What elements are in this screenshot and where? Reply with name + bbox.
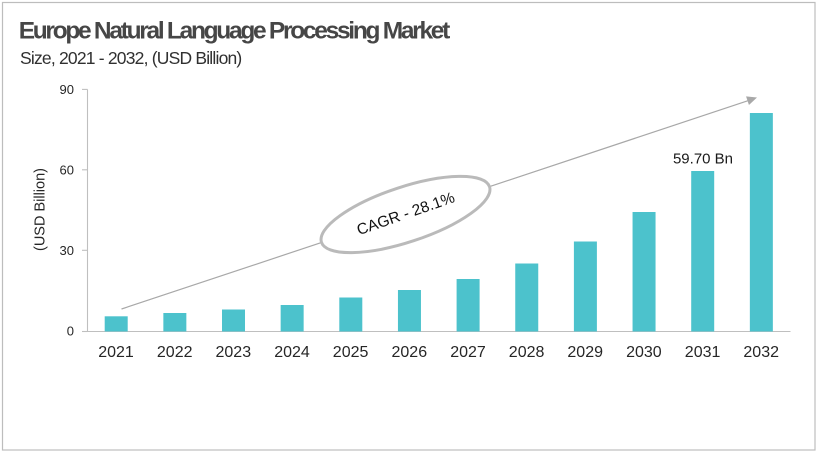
- svg-text:2021: 2021: [98, 344, 134, 361]
- svg-text:2024: 2024: [274, 344, 310, 361]
- svg-text:2027: 2027: [450, 344, 486, 361]
- svg-text:(USD Billion): (USD Billion): [33, 168, 49, 251]
- svg-text:2032: 2032: [743, 344, 779, 361]
- svg-text:2030: 2030: [626, 344, 662, 361]
- svg-text:Size, 2021 - 2032, (USD Billio: Size, 2021 - 2032, (USD Billion): [20, 48, 241, 68]
- svg-text:0: 0: [67, 323, 74, 338]
- svg-text:Europe Natural Language Proces: Europe Natural Language Processing Marke…: [19, 18, 450, 45]
- svg-text:2022: 2022: [157, 344, 193, 361]
- svg-text:2025: 2025: [333, 344, 369, 361]
- svg-text:2023: 2023: [216, 344, 252, 361]
- svg-text:2028: 2028: [509, 344, 545, 361]
- svg-text:90: 90: [60, 82, 74, 97]
- svg-text:60: 60: [60, 162, 74, 177]
- svg-text:2031: 2031: [685, 344, 721, 361]
- svg-text:59.70 Bn: 59.70 Bn: [673, 150, 733, 167]
- svg-text:2026: 2026: [392, 344, 428, 361]
- svg-text:2029: 2029: [567, 344, 603, 361]
- svg-text:30: 30: [60, 243, 74, 258]
